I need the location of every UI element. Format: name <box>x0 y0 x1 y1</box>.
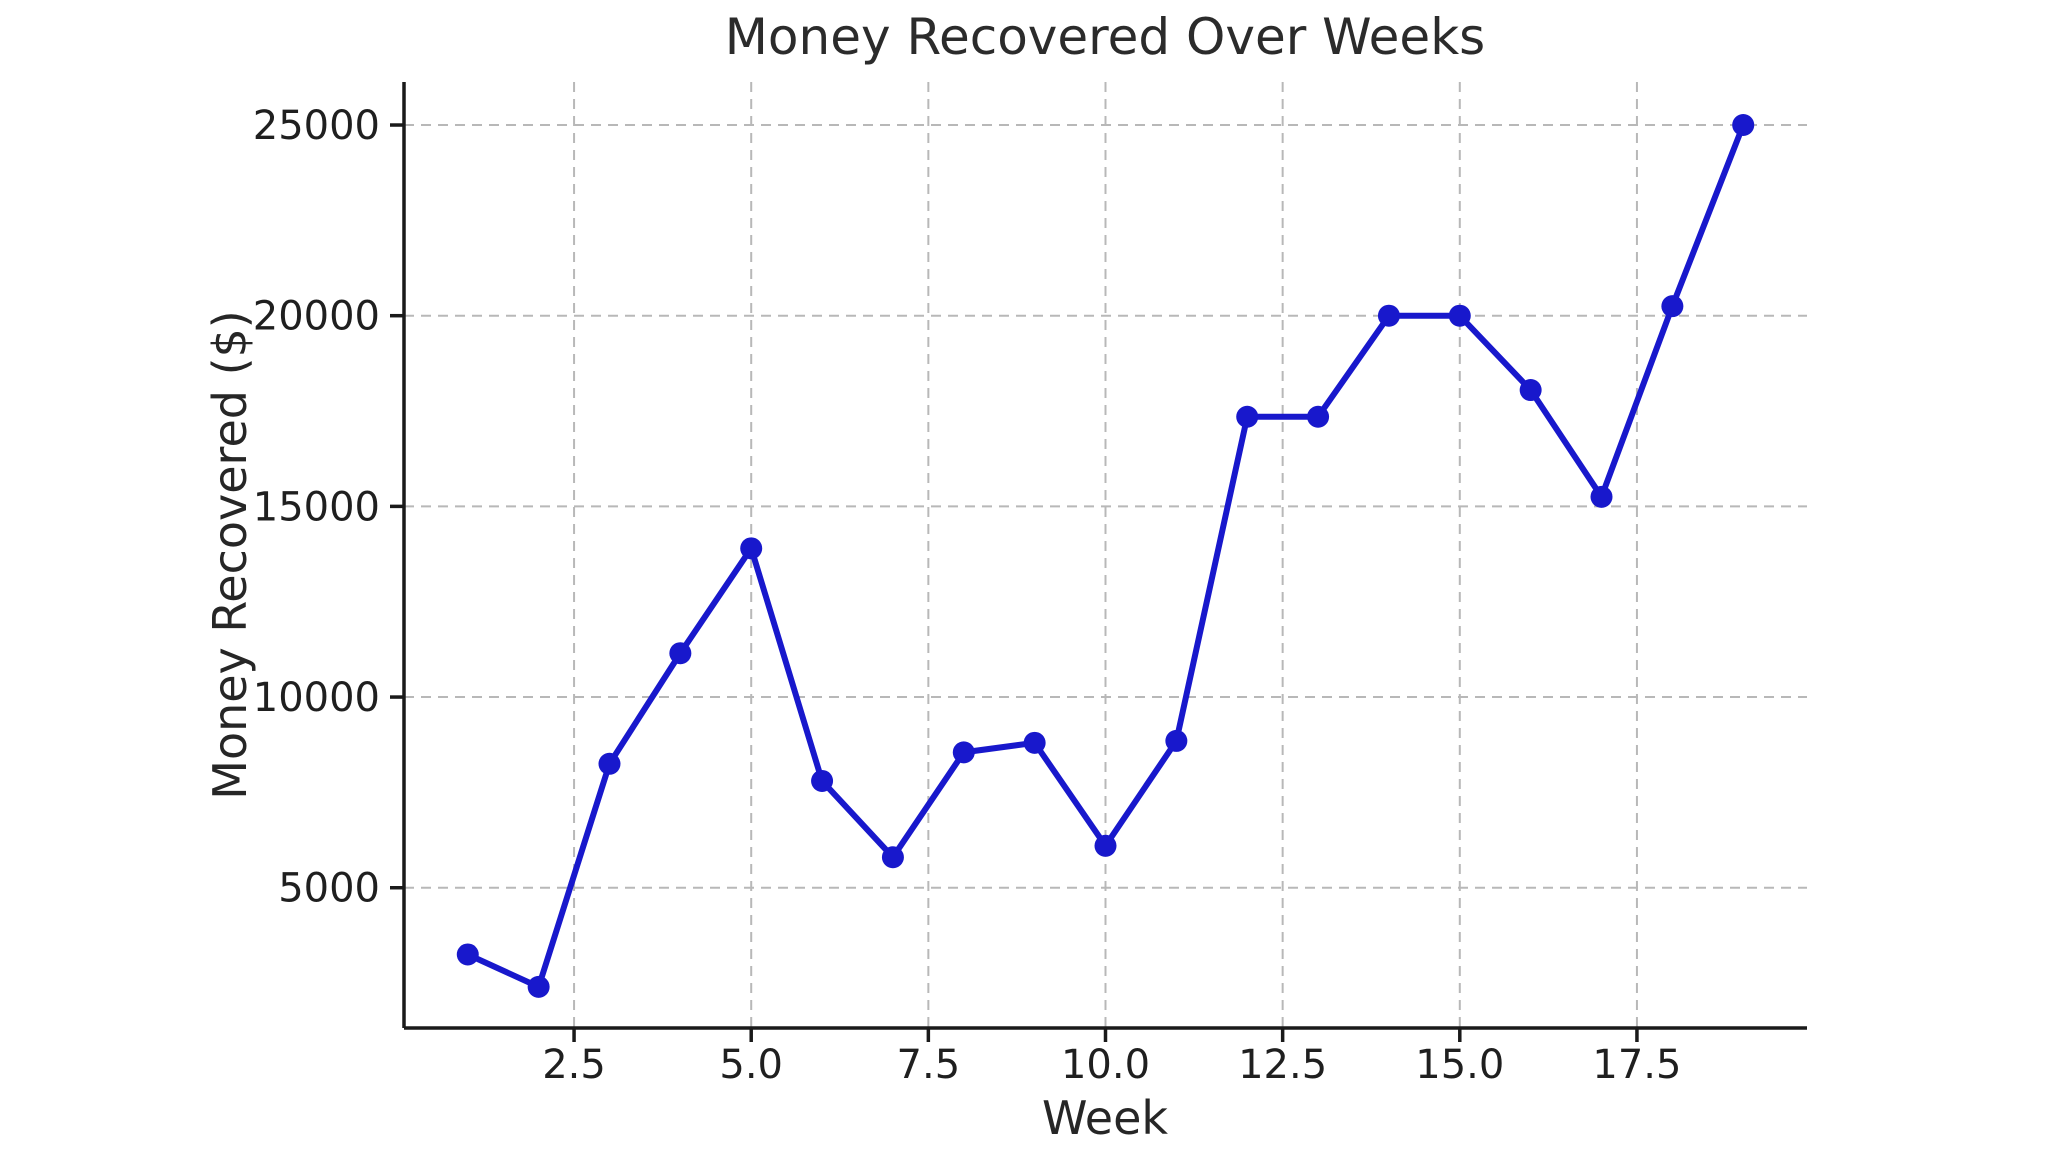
y-gridlines <box>404 124 1807 889</box>
data-point <box>1307 405 1330 428</box>
data-point <box>1377 304 1400 327</box>
x-tick-label: 2.5 <box>542 1042 606 1088</box>
x-tick-labels: 2.5 5.0 7.5 10.0 12.5 15.0 17.5 <box>542 1042 1681 1088</box>
data-point <box>881 846 904 869</box>
data-points <box>456 114 1755 998</box>
data-point <box>1732 114 1755 137</box>
x-tick-label: 15.0 <box>1415 1042 1504 1088</box>
data-point <box>1519 379 1542 402</box>
data-point <box>1165 729 1188 752</box>
x-axis-label: Week <box>1042 1091 1168 1145</box>
data-point <box>1590 485 1613 508</box>
data-point <box>527 975 550 998</box>
data-point <box>456 943 479 966</box>
y-tick-label: 5000 <box>278 866 380 912</box>
x-tick-label: 10.0 <box>1061 1042 1150 1088</box>
x-tick-label: 17.5 <box>1592 1042 1681 1088</box>
y-tick-labels: 5000 10000 15000 20000 25000 <box>253 103 380 912</box>
x-tick-label: 5.0 <box>719 1042 783 1088</box>
data-point <box>1236 405 1259 428</box>
y-tick-label: 10000 <box>253 675 380 721</box>
data-point <box>1448 304 1471 327</box>
tick-marks <box>390 123 1639 1042</box>
data-point <box>811 769 834 792</box>
chart-title: Money Recovered Over Weeks <box>725 8 1485 66</box>
y-tick-label: 25000 <box>253 103 380 149</box>
data-point <box>598 752 621 775</box>
x-tick-label: 12.5 <box>1238 1042 1327 1088</box>
x-tick-label: 7.5 <box>897 1042 961 1088</box>
data-point <box>740 537 763 560</box>
data-point <box>669 642 692 665</box>
data-point <box>1094 834 1117 857</box>
data-point <box>1661 295 1684 318</box>
y-tick-label: 15000 <box>253 484 380 530</box>
y-axis-label: Money Recovered ($) <box>203 310 257 799</box>
data-point <box>952 741 975 764</box>
data-point <box>1023 731 1046 754</box>
x-gridlines <box>573 82 1638 1028</box>
y-tick-label: 20000 <box>253 294 380 340</box>
